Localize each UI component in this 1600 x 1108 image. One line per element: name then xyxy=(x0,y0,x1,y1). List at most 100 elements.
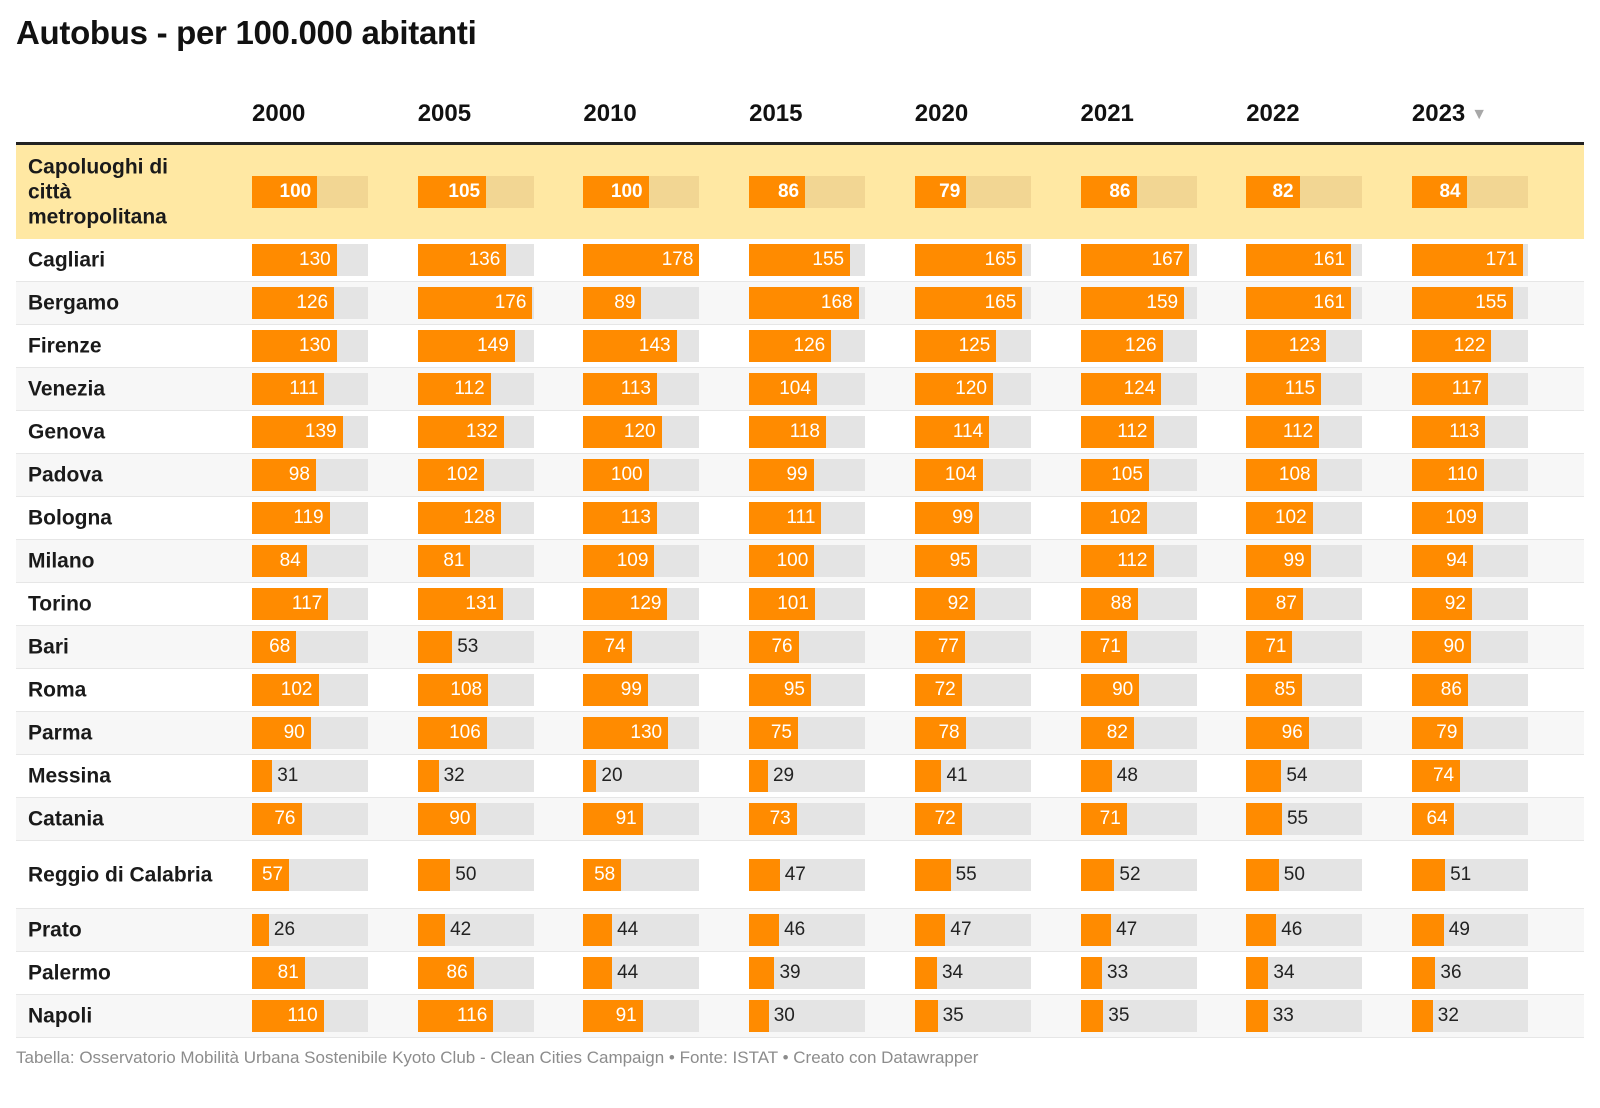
value-label: 168 xyxy=(820,292,853,313)
value-label: 50 xyxy=(455,863,477,885)
value-cell-2022: 82 xyxy=(1246,176,1363,208)
value-cell-2010: 58 xyxy=(583,858,700,891)
value-label: 143 xyxy=(638,335,671,356)
bar xyxy=(914,416,990,448)
value-cell-2023: 49 xyxy=(1411,914,1528,946)
value-cell-2000: 110 xyxy=(252,1000,368,1032)
value-cell-2005: 106 xyxy=(417,717,534,749)
column-header-label: 2000 xyxy=(252,100,306,127)
value-cell-2020: 41 xyxy=(914,760,1031,792)
bar-track xyxy=(583,760,700,792)
bar xyxy=(749,760,768,792)
value-cell-2023: 84 xyxy=(1411,176,1528,208)
column-header-2020[interactable]: 2020 xyxy=(915,100,968,128)
column-header-2005[interactable]: 2005 xyxy=(418,100,471,128)
city-name: Roma xyxy=(28,678,87,702)
value-label: 99 xyxy=(1283,550,1305,571)
value-cell-2020: 34 xyxy=(914,957,1031,989)
value-cell-2000: 119 xyxy=(252,502,368,534)
value-cell-2021: 71 xyxy=(1080,631,1197,663)
value-cell-2022: 87 xyxy=(1246,588,1363,620)
value-label: 79 xyxy=(1436,722,1458,743)
bar xyxy=(914,803,962,835)
value-cell-2000: 130 xyxy=(252,330,368,362)
column-header-2022[interactable]: 2022 xyxy=(1246,100,1299,128)
column-header-2015[interactable]: 2015 xyxy=(749,100,802,128)
city-name: Parma xyxy=(28,721,93,745)
bar xyxy=(417,502,502,534)
bar xyxy=(1246,416,1320,448)
bar xyxy=(252,631,297,663)
value-label: 39 xyxy=(779,962,801,983)
value-label: 32 xyxy=(443,765,465,786)
value-cell-2021: 112 xyxy=(1080,545,1197,577)
sort-descending-icon[interactable]: ▼ xyxy=(1471,106,1488,123)
value-cell-2015: 101 xyxy=(749,588,866,620)
bar xyxy=(417,416,504,448)
value-cell-2022: 33 xyxy=(1246,1000,1363,1032)
value-cell-2021: 112 xyxy=(1080,416,1197,448)
bar xyxy=(583,287,642,319)
bar xyxy=(417,674,489,706)
value-label: 72 xyxy=(934,808,956,829)
value-cell-2020: 77 xyxy=(914,631,1031,663)
city-name: Firenze xyxy=(28,334,102,358)
column-header-2023[interactable]: 2023 ▼ xyxy=(1412,100,1487,128)
bar xyxy=(1080,416,1154,448)
bar xyxy=(417,957,474,989)
bar xyxy=(914,957,937,989)
value-cell-2010: 129 xyxy=(583,588,700,620)
bar xyxy=(583,858,622,891)
bar xyxy=(1411,717,1464,749)
value-cell-2023: 64 xyxy=(1411,803,1528,835)
value-label: 161 xyxy=(1313,292,1346,313)
bar xyxy=(1411,588,1472,620)
bar xyxy=(1246,631,1293,663)
value-label: 90 xyxy=(1112,679,1134,700)
value-label: 78 xyxy=(938,722,960,743)
value-label: 118 xyxy=(789,421,820,442)
city-name: Venezia xyxy=(28,377,106,401)
bar xyxy=(1080,957,1102,989)
value-cell-2005: 90 xyxy=(417,803,534,835)
column-header-2021[interactable]: 2021 xyxy=(1081,100,1134,128)
value-cell-2005: 112 xyxy=(417,373,534,405)
bar xyxy=(1411,803,1454,835)
bar xyxy=(914,588,975,620)
bar xyxy=(1411,631,1471,663)
bar xyxy=(252,545,307,577)
city-name: Padova xyxy=(28,463,103,487)
table-row: Roma 102 108 99 95 72 90 85 86 xyxy=(16,669,1584,712)
value-cell-2022: 96 xyxy=(1246,717,1363,749)
value-label: 120 xyxy=(623,421,656,442)
bar xyxy=(914,176,967,208)
bar xyxy=(1246,674,1302,706)
value-label: 76 xyxy=(771,636,793,657)
value-label: 71 xyxy=(1099,636,1121,657)
value-cell-2000: 126 xyxy=(252,287,368,319)
bar xyxy=(1080,176,1137,208)
bar xyxy=(1411,373,1489,405)
column-header-2000[interactable]: 2000 xyxy=(252,100,305,128)
value-label: 35 xyxy=(942,1005,964,1026)
value-cell-2015: 47 xyxy=(749,858,866,891)
value-label: 115 xyxy=(1284,378,1316,399)
column-header-label: 2015 xyxy=(749,100,803,127)
value-cell-2023: 171 xyxy=(1411,244,1528,276)
value-cell-2015: 155 xyxy=(749,244,866,276)
bar xyxy=(583,373,657,405)
value-cell-2000: 31 xyxy=(252,760,368,792)
value-label: 91 xyxy=(615,808,637,829)
bar xyxy=(1246,176,1300,208)
column-header-2010[interactable]: 2010 xyxy=(583,100,636,128)
value-label: 99 xyxy=(952,507,974,528)
value-cell-2022: 112 xyxy=(1246,416,1363,448)
value-cell-2020: 35 xyxy=(914,1000,1031,1032)
value-label: 36 xyxy=(1440,962,1462,983)
value-cell-2023: 113 xyxy=(1411,416,1528,448)
value-cell-2005: 176 xyxy=(417,287,534,319)
value-cell-2000: 76 xyxy=(252,803,368,835)
bar xyxy=(1246,373,1322,405)
bar xyxy=(749,631,799,663)
value-label: 34 xyxy=(941,962,964,983)
